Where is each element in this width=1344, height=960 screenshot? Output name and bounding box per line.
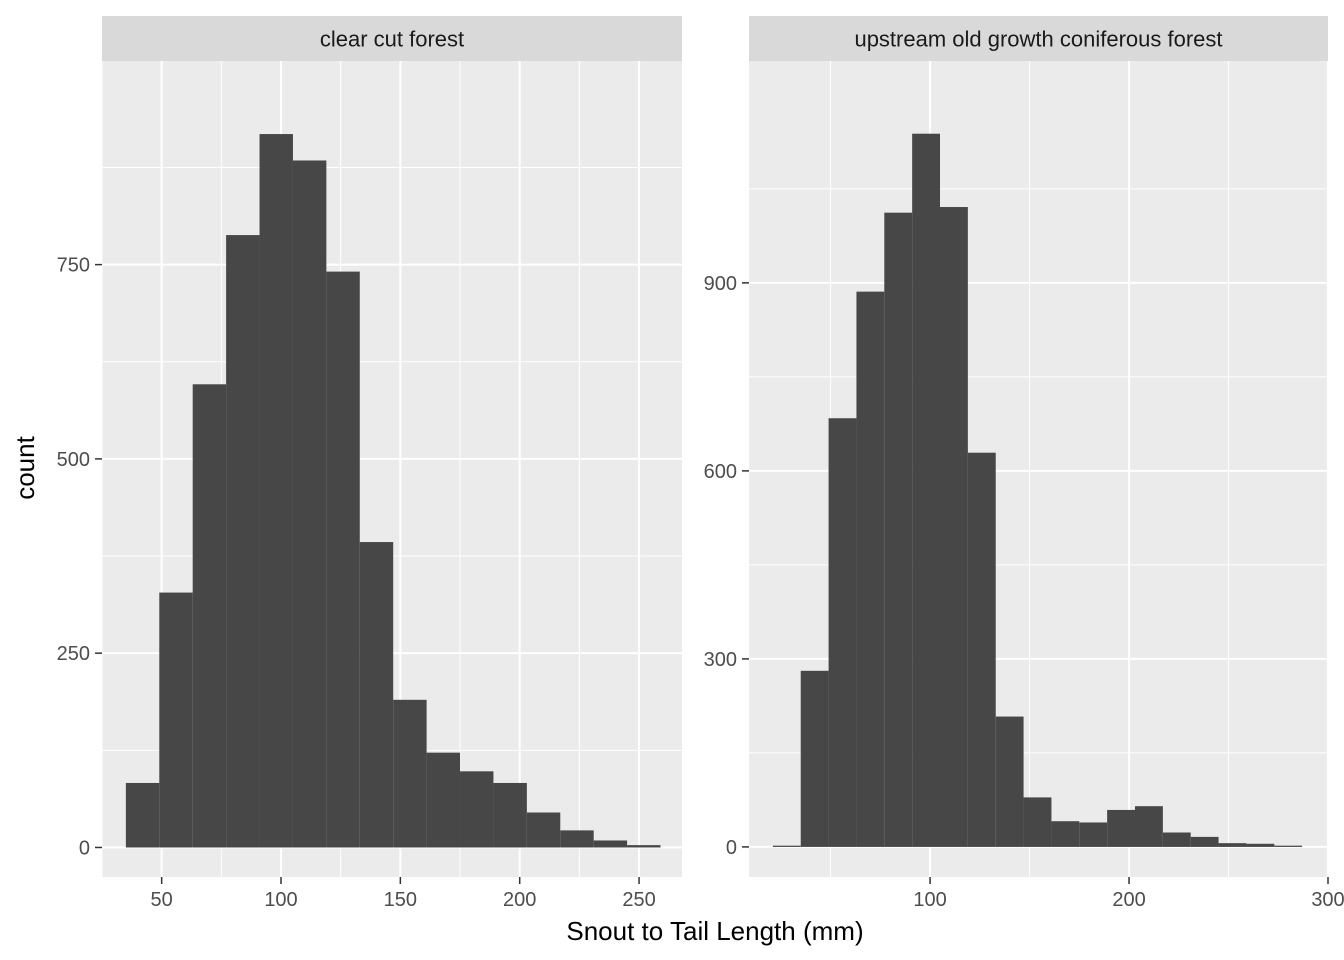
x-tick-label: 100 (264, 889, 297, 911)
facet-panel-clear-cut: clear cut forest 50 100 150 200 250 0 250 500 750 (57, 16, 682, 911)
x-tick-label: 200 (1112, 889, 1145, 911)
x-tick-label: 250 (622, 889, 655, 911)
y-axis-title: count (10, 435, 40, 499)
facet-strip (749, 16, 1328, 61)
histogram-bar (560, 830, 594, 848)
histogram-bar (967, 452, 996, 847)
histogram-bar (995, 716, 1024, 847)
histogram-bar (1190, 836, 1219, 847)
y-tick-label: 250 (57, 643, 90, 665)
y-tick-label: 300 (704, 649, 737, 671)
histogram-bar (828, 418, 857, 847)
x-tick-label: 100 (913, 889, 946, 911)
histogram-bar (159, 592, 193, 848)
histogram-bar (856, 291, 885, 847)
histogram-bar (912, 133, 941, 847)
x-tick-label: 50 (151, 889, 173, 911)
histogram-bar (800, 670, 829, 847)
histogram-bar (259, 134, 293, 848)
histogram-bar (1135, 806, 1163, 847)
histogram-bar (460, 771, 494, 848)
y-tick-label: 0 (726, 837, 737, 859)
histogram-bar (627, 845, 661, 848)
histogram-bar (326, 271, 360, 848)
histogram-bar (593, 840, 628, 848)
histogram-bar (292, 160, 327, 848)
histogram-bar (493, 782, 527, 848)
histogram-bar (192, 384, 227, 848)
histogram-bar (1023, 797, 1052, 847)
histogram-bar (125, 782, 160, 848)
x-tick-label: 150 (384, 889, 417, 911)
histogram-bar (393, 699, 427, 848)
x-axis-title: Snout to Tail Length (mm) (566, 916, 863, 946)
histogram-bar (226, 235, 260, 848)
facet-strip (102, 16, 682, 61)
histogram-bar (1218, 843, 1247, 847)
histogram-bar (884, 212, 913, 847)
histogram-bar (1107, 809, 1135, 847)
x-tick-label: 200 (503, 889, 536, 911)
histogram-bar (426, 752, 461, 848)
histogram-bar (772, 845, 801, 847)
y-tick-label: 500 (57, 449, 90, 471)
y-tick-label: 900 (704, 273, 737, 295)
histogram-bar (1274, 845, 1303, 847)
y-tick-label: 750 (57, 255, 90, 277)
histogram-bar (1162, 832, 1191, 847)
histogram-bar (359, 542, 394, 848)
x-tick-label: 300 (1311, 889, 1344, 911)
facet-strip-label: clear cut forest (320, 27, 464, 52)
facet-strip-label: upstream old growth coniferous forest (854, 27, 1222, 52)
y-tick-label: 0 (79, 837, 90, 859)
histogram-bar (1246, 843, 1275, 847)
facet-panel-upstream-old-growth: upstream old growth coniferous forest 100… (704, 16, 1344, 911)
histogram-bar (1079, 822, 1108, 847)
histogram-bar (526, 812, 561, 848)
histogram-bar (940, 207, 968, 847)
y-tick-label: 600 (704, 461, 737, 483)
histogram-bar (1051, 821, 1080, 847)
